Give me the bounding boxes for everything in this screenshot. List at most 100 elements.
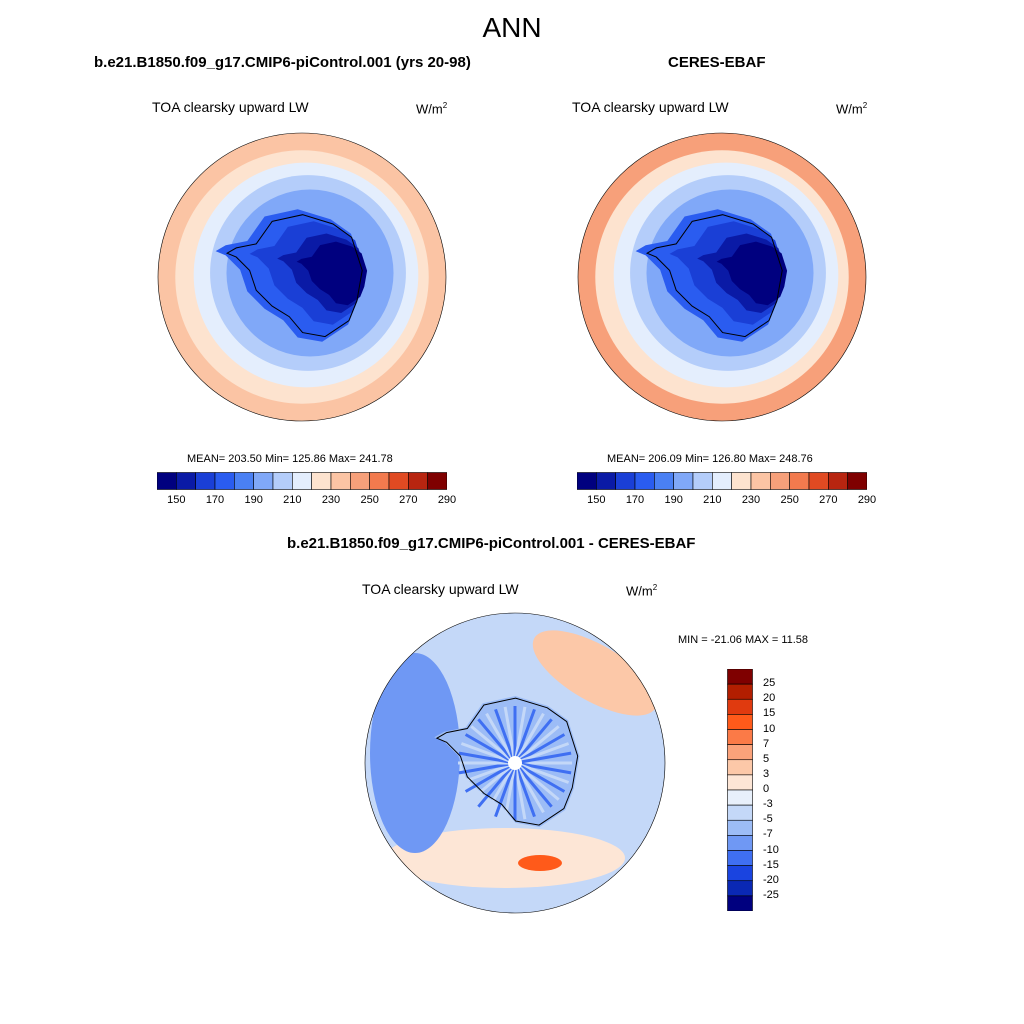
colorbar-swatch: [350, 472, 370, 490]
polar-streak: [514, 733, 566, 765]
colorbar-tick-label: 290: [437, 494, 457, 506]
colorbar-swatch: [770, 472, 790, 490]
polar-streak: [458, 761, 516, 775]
map-boundary: [157, 132, 447, 422]
plateau-fill: [716, 241, 788, 306]
coastline: [225, 214, 363, 338]
colorbar-tick-label: 290: [857, 494, 877, 506]
colorbar-swatch: [727, 744, 753, 761]
negative-anomaly: [370, 653, 460, 853]
obs-colorbar-ticks: 150 170 190 210 230 250 270 290: [577, 494, 876, 508]
colorbar-tick-label: 270: [399, 494, 418, 506]
polar-streak: [494, 762, 517, 818]
polar-streak: [513, 706, 527, 764]
colorbar-tick-label: 25: [763, 677, 776, 690]
colorbar-swatch: [727, 850, 753, 866]
colorbar-swatch: [727, 729, 753, 745]
colorbar-swatch: [727, 759, 753, 776]
diff-colorbar: [727, 669, 753, 911]
diff-stats: MIN = -21.06 MAX = 11.58: [678, 634, 809, 646]
colorbar-tick-label: -25: [763, 888, 779, 901]
obs-colorbar: [577, 472, 867, 490]
colorbar-swatch: [789, 472, 810, 490]
map-boundary: [364, 612, 666, 914]
colorbar-tick-label: -15: [763, 858, 779, 871]
model-panel-title: b.e21.B1850.f09_g17.CMIP6-piControl.001 …: [94, 54, 471, 71]
colorbar-swatch: [727, 789, 753, 806]
polar-streak: [514, 761, 570, 784]
colorbar-swatch: [292, 472, 312, 490]
polar-streak: [470, 725, 516, 765]
positive-anomaly: [385, 828, 625, 888]
polar-streak: [460, 742, 516, 765]
colorbar-tick-label: 0: [763, 783, 770, 795]
polar-streak: [477, 718, 517, 764]
colorbar-swatch: [808, 472, 829, 490]
colorbar-swatch: [311, 472, 332, 490]
colorbar-swatch: [727, 865, 753, 882]
colorbar-tick-label: 10: [763, 722, 776, 735]
map-boundary: [577, 132, 867, 422]
colorbar-swatch: [369, 472, 390, 490]
colorbar-tick-label: 20: [763, 692, 776, 705]
colorbar-swatch: [234, 472, 254, 490]
polar-streak: [514, 751, 572, 765]
polar-streak: [503, 706, 517, 764]
obs-panel-title: CERES-EBAF: [668, 54, 766, 71]
colorbar-tick-label: 190: [664, 494, 683, 506]
colorbar-tick-label: 7: [763, 737, 770, 750]
figure-title: ANN: [482, 12, 542, 43]
polar-streak: [514, 725, 560, 765]
colorbar-swatch: [214, 472, 235, 490]
coastline: [435, 697, 579, 826]
polar-streak: [464, 761, 516, 793]
colorbar-tick-label: -20: [763, 873, 779, 886]
colorbar-tick-label: -7: [763, 828, 773, 841]
polar-streak: [513, 708, 536, 764]
colorbar-tick-label: 270: [819, 494, 838, 506]
colorbar-tick-label: 150: [587, 494, 606, 506]
polar-streak: [513, 718, 553, 764]
colorbar-swatch: [727, 835, 753, 851]
polar-streak: [485, 762, 517, 814]
model-stats: MEAN= 203.50 Min= 125.86 Max= 241.78: [187, 453, 393, 465]
diff-variable-label: TOA clearsky upward LW: [362, 581, 519, 597]
positive-anomaly: [518, 855, 562, 871]
colorbar-tick-label: 190: [244, 494, 263, 506]
polar-streak: [458, 751, 516, 765]
colorbar-tick-label: 5: [763, 752, 770, 765]
obs-variable-label: TOA clearsky upward LW: [572, 99, 729, 115]
colorbar-swatch: [330, 472, 351, 490]
colorbar-swatch: [727, 698, 753, 715]
colorbar-swatch: [654, 472, 674, 490]
colorbar-swatch: [388, 472, 409, 490]
colorbar-swatch: [727, 669, 753, 685]
colorbar-tick-label: 210: [283, 494, 302, 506]
colorbar-swatch: [253, 472, 274, 490]
colorbar-swatch: [727, 683, 753, 700]
colorbar-tick-label: 250: [360, 494, 379, 506]
colorbar-swatch: [577, 472, 597, 490]
polar-streak: [513, 762, 536, 818]
colorbar-swatch: [157, 472, 177, 490]
colorbar-tick-label: -5: [763, 813, 773, 826]
diff-units: W/m2: [626, 583, 658, 599]
colorbar-swatch: [673, 472, 694, 490]
colorbar-tick-label: 170: [625, 494, 645, 506]
colorbar-swatch: [634, 472, 655, 490]
colorbar-tick-label: 3: [763, 767, 770, 780]
polar-streak: [513, 762, 545, 814]
colorbar-swatch: [596, 472, 616, 490]
model-colorbar: [157, 472, 447, 490]
colorbar-swatch: [427, 472, 447, 490]
colorbar-swatch: [272, 472, 293, 490]
colorbar-tick-label: 230: [741, 494, 761, 506]
colorbar-swatch: [727, 714, 753, 730]
polar-streak: [464, 733, 516, 765]
polar-streak: [477, 762, 517, 808]
polar-streak: [513, 712, 545, 764]
colorbar-swatch: [727, 804, 753, 821]
colorbar-swatch: [615, 472, 636, 490]
colorbar-swatch: [847, 472, 867, 490]
polar-streak: [514, 742, 570, 765]
